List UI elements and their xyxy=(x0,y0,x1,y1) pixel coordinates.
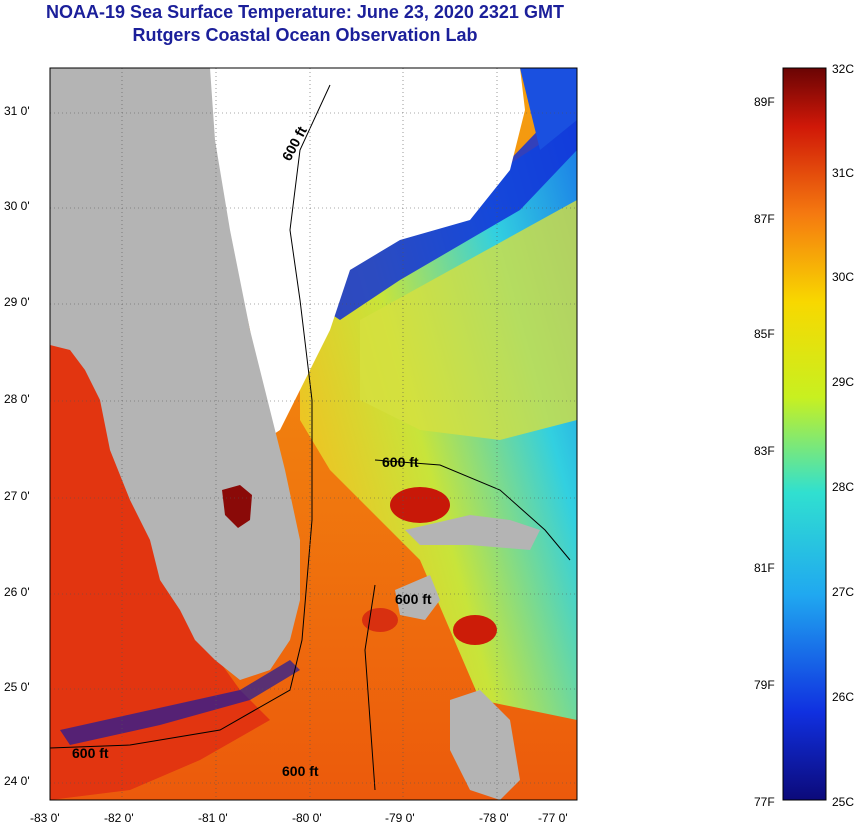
lat-tick: 29 0' xyxy=(4,295,30,309)
colorbar-fahrenheit-label: 81F xyxy=(754,561,775,575)
lat-tick: 28 0' xyxy=(4,392,30,406)
contour-label: 600 ft xyxy=(382,454,419,470)
colorbar-celsius-label: 25C xyxy=(832,795,855,809)
colorbar-fahrenheit-label: 83F xyxy=(754,444,775,458)
lon-tick: -83 0' xyxy=(30,811,60,825)
colorbar-celsius-label: 28C xyxy=(832,480,855,494)
lat-tick: 27 0' xyxy=(4,489,30,503)
lon-tick: -79 0' xyxy=(385,811,415,825)
colorbar-fahrenheit-label: 85F xyxy=(754,327,775,341)
colorbar-celsius-label: 26C xyxy=(832,690,855,704)
lon-tick: -78 0' xyxy=(479,811,509,825)
colorbar-celsius-label: 29C xyxy=(832,375,855,389)
map-subtitle: Rutgers Coastal Ocean Observation Lab xyxy=(132,25,478,45)
colorbar xyxy=(782,67,827,801)
contour-label: 600 ft xyxy=(72,745,109,761)
map-frame xyxy=(49,67,578,801)
colorbar-fahrenheit-label: 87F xyxy=(754,212,775,226)
colorbar-fahrenheit-label: 79F xyxy=(754,678,775,692)
colorbar-fahrenheit-label: 77F xyxy=(754,795,775,809)
cold-band-east xyxy=(520,68,577,150)
lon-tick: -80 0' xyxy=(292,811,322,825)
colorbar-celsius-label: 27C xyxy=(832,585,855,599)
colorbar-celsius-label: 30C xyxy=(832,270,855,284)
lon-tick: -81 0' xyxy=(198,811,228,825)
lon-tick: -82 0' xyxy=(104,811,134,825)
colorbar-celsius-label: 31C xyxy=(832,166,855,180)
contour-label: 600 ft xyxy=(395,591,432,607)
lat-tick: 24 0' xyxy=(4,774,30,788)
lat-tick: 25 0' xyxy=(4,680,30,694)
lat-tick: 26 0' xyxy=(4,585,30,599)
colorbar-fahrenheit-label: 89F xyxy=(754,95,775,109)
cloud-north xyxy=(200,68,525,440)
lon-tick: -77 0' xyxy=(538,811,568,825)
lat-tick: 31 0' xyxy=(4,104,30,118)
map-title: NOAA-19 Sea Surface Temperature: June 23… xyxy=(46,2,564,22)
long-island xyxy=(450,690,520,800)
andros-island xyxy=(395,575,440,620)
keys-strip xyxy=(60,660,300,745)
colorbar-celsius-label: 32C xyxy=(832,62,855,76)
lake-okeechobee xyxy=(222,485,252,528)
lat-tick: 30 0' xyxy=(4,199,30,213)
contour-label: 600 ft xyxy=(282,763,319,779)
grand-bahama xyxy=(405,515,540,550)
depth-contour-600ft xyxy=(50,84,331,749)
